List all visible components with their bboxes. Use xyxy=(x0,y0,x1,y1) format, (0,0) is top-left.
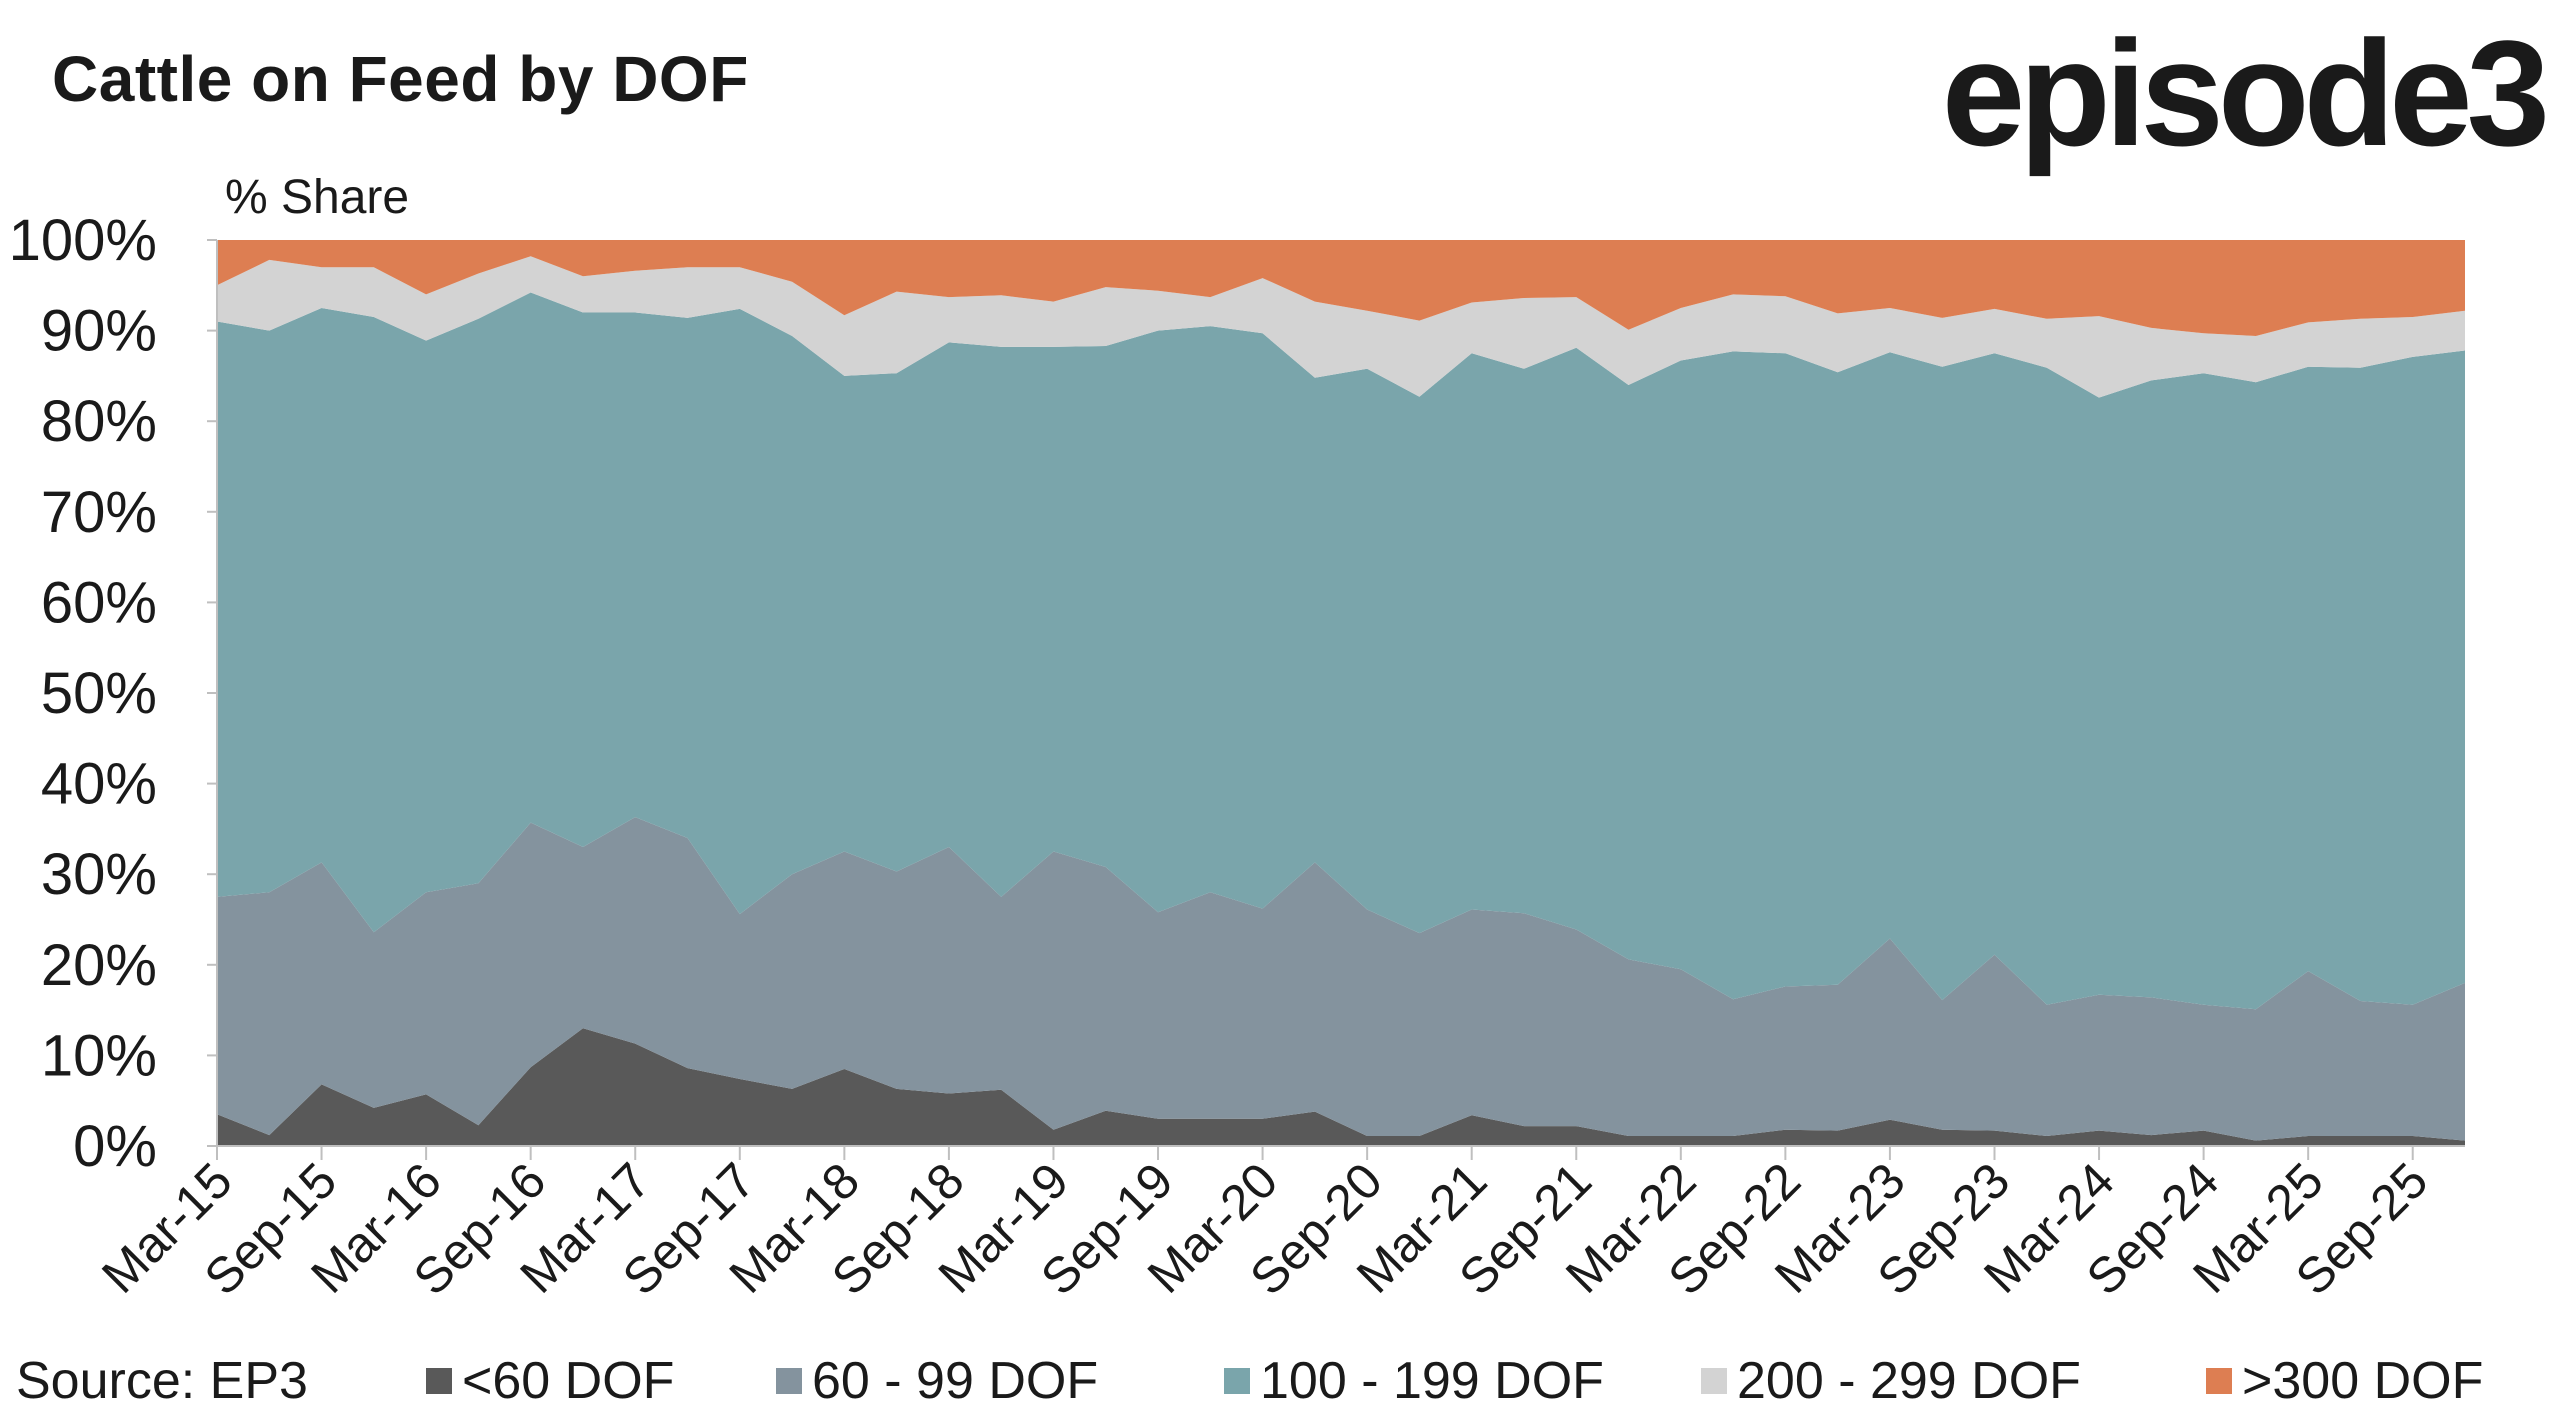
y-tick-label: 90% xyxy=(41,299,157,364)
legend-label: <60 DOF xyxy=(462,1352,675,1410)
y-tick-label: 100% xyxy=(9,208,157,273)
legend-item-100-199-dof: 100 - 199 DOF xyxy=(1224,1351,1604,1411)
legend-swatch xyxy=(2206,1368,2232,1394)
source-note: Source: EP3 xyxy=(16,1352,308,1410)
legend-label: 200 - 299 DOF xyxy=(1737,1352,2081,1410)
area-60-99-dof xyxy=(217,817,2465,1141)
legend-swatch xyxy=(1224,1368,1250,1394)
legend: Source: EP3 <60 DOF 60 - 99 DOF 100 - 199 … xyxy=(16,1345,2546,1415)
y-tick-label: 50% xyxy=(41,661,157,726)
legend-item-200-299-dof: 200 - 299 DOF xyxy=(1701,1351,2081,1411)
area-200-299-dof xyxy=(217,256,2465,398)
stacked-area-chart: % Share 0% 10% 20% 30% 40% 50% 60% 70% 80% 90% 100… xyxy=(9,171,2465,1306)
legend-item-60-99-dof: 60 - 99 DOF xyxy=(776,1351,1098,1411)
legend-swatch xyxy=(776,1368,802,1394)
y-tick-label: 20% xyxy=(41,933,157,998)
y-tick-label: 30% xyxy=(41,842,157,907)
legend-item-300-dof: >300 DOF xyxy=(2206,1351,2483,1411)
area-300-dof xyxy=(217,240,2465,336)
y-tick-label: 40% xyxy=(41,752,157,817)
chart-title: Cattle on Feed by DOF xyxy=(52,43,749,115)
y-tick-label: 80% xyxy=(41,389,157,454)
y-tick-label: 10% xyxy=(41,1023,157,1088)
y-tick-label: 60% xyxy=(41,570,157,635)
y-tick-label: 0% xyxy=(73,1114,157,1179)
legend-label: 100 - 199 DOF xyxy=(1260,1352,1604,1410)
legend-swatch xyxy=(426,1368,452,1394)
legend-swatch xyxy=(1701,1368,1727,1394)
legend-item-60-dof: <60 DOF xyxy=(426,1351,674,1411)
y-axis-label: % Share xyxy=(225,171,409,224)
area-100-199-dof xyxy=(217,292,2465,1010)
brand-logo: episode3 xyxy=(1941,9,2550,177)
legend-label: >300 DOF xyxy=(2242,1352,2484,1410)
y-tick-label: 70% xyxy=(41,480,157,545)
legend-label: 60 - 99 DOF xyxy=(812,1352,1099,1410)
area-60-dof xyxy=(217,1028,2465,1146)
